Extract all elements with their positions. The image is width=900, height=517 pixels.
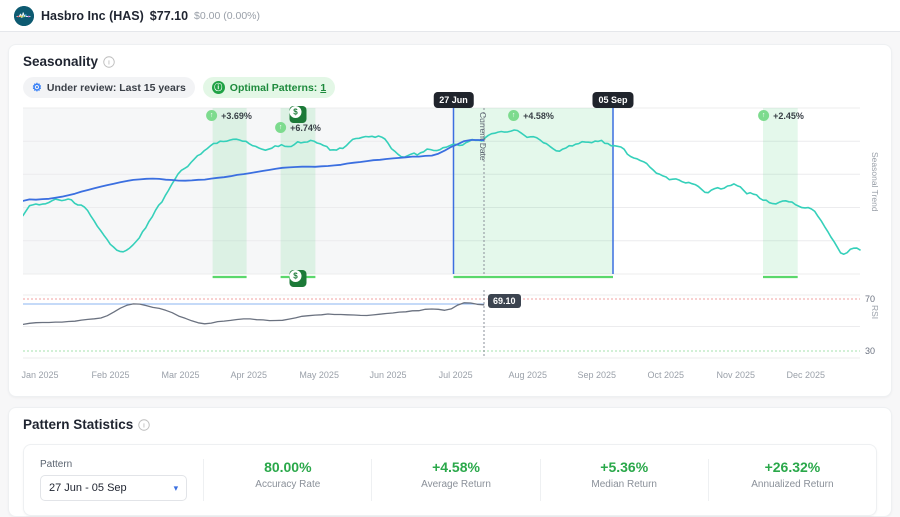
svg-text:$: $ [293,108,298,117]
svg-text:i: i [143,423,145,429]
svg-text:$: $ [293,272,298,281]
svg-text:i: i [108,60,110,66]
